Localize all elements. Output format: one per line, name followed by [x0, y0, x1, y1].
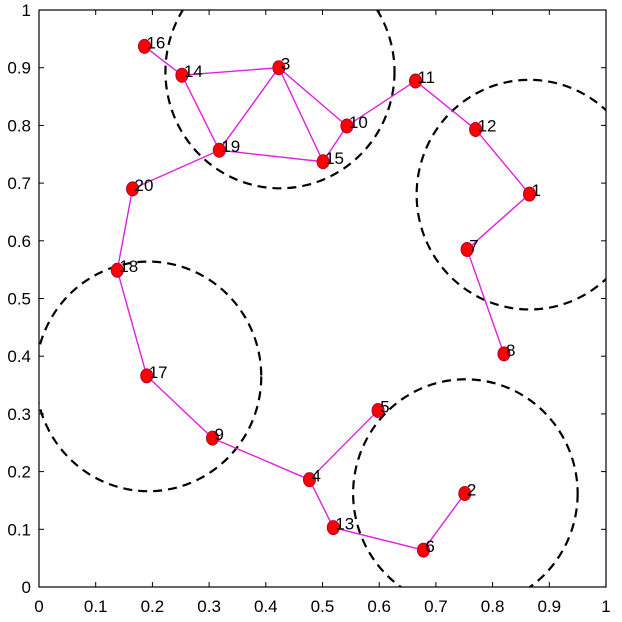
x-axis: 0 0.1 0.2 0.3 0.4 0.5 0.6 0.7 0.8 0.9 1 — [34, 10, 611, 616]
y-tick-label: 1 — [22, 1, 31, 20]
coverage-circle-1 — [164, 10, 396, 190]
y-tick-label: 0 — [22, 578, 31, 597]
node-7 — [460, 241, 474, 257]
node-label-3: 3 — [281, 55, 290, 74]
node-label-11: 11 — [417, 68, 435, 87]
node-15 — [316, 154, 330, 170]
node-13 — [326, 520, 340, 536]
node-label-10: 10 — [349, 113, 368, 132]
x-tick-label: 0.9 — [537, 597, 561, 616]
edge-3-19 — [218, 67, 280, 151]
x-tick-label: 0.2 — [141, 597, 165, 616]
node-label-18: 18 — [119, 257, 138, 276]
node-19 — [212, 142, 226, 158]
node-5 — [371, 402, 385, 418]
edge-11-12 — [415, 80, 477, 130]
node-18 — [110, 262, 124, 278]
y-tick-label: 0.8 — [7, 116, 31, 135]
node-label-14: 14 — [184, 62, 203, 81]
y-tick-label: 0.5 — [7, 290, 31, 309]
edge-20-18 — [116, 188, 134, 271]
y-tick-label: 0.4 — [7, 347, 31, 366]
edge-19-15 — [219, 149, 324, 163]
y-axis: 0 0.1 0.2 0.3 0.4 0.5 0.6 0.7 0.8 0.9 1 — [7, 1, 606, 597]
y-tick-label: 0.2 — [7, 463, 31, 482]
x-tick-label: 0 — [34, 597, 43, 616]
node-label-7: 7 — [469, 236, 478, 255]
node-20 — [126, 181, 140, 197]
edge-3-10 — [278, 67, 348, 127]
y-tick-label: 0.3 — [7, 405, 31, 424]
node-14 — [175, 67, 189, 83]
node-label-2: 2 — [467, 481, 476, 500]
x-tick-label: 1 — [601, 597, 610, 616]
edge-17-9 — [146, 375, 213, 439]
edge-12-1 — [475, 128, 530, 195]
node-9 — [206, 430, 220, 446]
edge-15-10 — [322, 125, 348, 163]
edge-14-19 — [181, 74, 220, 151]
node-16 — [137, 38, 151, 54]
y-tick-label: 0.1 — [7, 520, 31, 539]
node-10 — [340, 118, 354, 134]
node-11 — [408, 73, 422, 89]
x-tick-label: 0.7 — [424, 597, 448, 616]
node-label-5: 5 — [380, 397, 389, 416]
x-tick-label: 0.8 — [481, 597, 505, 616]
node-label-4: 4 — [311, 467, 320, 486]
node-label-9: 9 — [215, 425, 224, 444]
node-label-12: 12 — [478, 116, 497, 135]
coverage-circle-3 — [39, 260, 263, 493]
edge-4-5 — [308, 409, 379, 481]
edge-3-15 — [278, 67, 324, 163]
y-tick-label: 0.6 — [7, 232, 31, 251]
node-6 — [416, 542, 430, 558]
node-4 — [302, 472, 316, 488]
node-label-16: 16 — [146, 33, 165, 52]
node-label-13: 13 — [335, 515, 354, 534]
edge-16-14 — [144, 45, 183, 76]
node-label-1: 1 — [531, 181, 540, 200]
x-tick-label: 0.5 — [311, 597, 335, 616]
y-tick-label: 0.9 — [7, 59, 31, 78]
edge-4-13 — [308, 479, 334, 528]
node-label-15: 15 — [325, 149, 344, 168]
edge-14-3 — [181, 67, 279, 76]
edge-1-7 — [466, 193, 530, 250]
edge-18-17 — [116, 270, 148, 377]
nodes — [110, 38, 536, 558]
edge-9-4 — [212, 437, 310, 481]
node-label-6: 6 — [425, 537, 434, 556]
node-3 — [272, 60, 286, 76]
edge-6-2 — [422, 493, 466, 551]
x-tick-label: 0.4 — [254, 597, 278, 616]
x-tick-label: 0.1 — [84, 597, 108, 616]
node-label-8: 8 — [506, 341, 515, 360]
x-tick-label: 0.3 — [197, 597, 221, 616]
node-8 — [497, 346, 511, 362]
coverage-circle-4 — [352, 378, 579, 587]
node-label-19: 19 — [221, 137, 240, 156]
edge-19-20 — [132, 149, 220, 190]
edge-10-11 — [346, 80, 416, 127]
node-label-17: 17 — [149, 363, 168, 382]
x-tick-label: 0.6 — [367, 597, 391, 616]
node-label-20: 20 — [135, 176, 154, 195]
edge-13-6 — [333, 526, 424, 551]
node-17 — [140, 368, 154, 384]
y-tick-label: 0.7 — [7, 174, 31, 193]
node-12 — [469, 121, 483, 137]
edges — [116, 45, 530, 551]
edge-7-8 — [466, 249, 505, 355]
node-1 — [522, 186, 536, 202]
node-2 — [458, 486, 472, 502]
coverage-circles — [39, 10, 606, 587]
